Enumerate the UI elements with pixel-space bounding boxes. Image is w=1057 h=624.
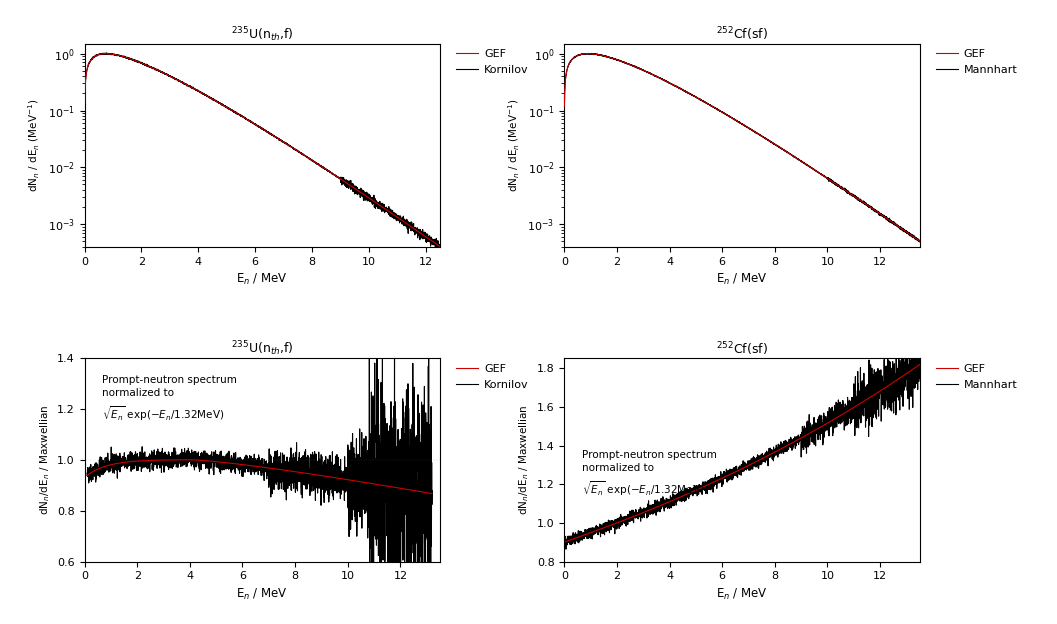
X-axis label: E$_{n}$ / MeV: E$_{n}$ / MeV <box>716 587 767 602</box>
Legend: GEF, Kornilov: GEF, Kornilov <box>457 49 528 75</box>
Y-axis label: dN$_{n}$ / dE$_{n}$ (MeV$^{-1}$): dN$_{n}$ / dE$_{n}$ (MeV$^{-1}$) <box>26 99 42 192</box>
Y-axis label: dN$_{n}$/dE$_{n}$ / Maxwellian: dN$_{n}$/dE$_{n}$ / Maxwellian <box>38 405 52 515</box>
Text: Prompt-neutron spectrum
normalized to
$\sqrt{E_n}$ exp($-E_n$/1.32MeV): Prompt-neutron spectrum normalized to $\… <box>103 375 237 422</box>
Legend: GEF, Kornilov: GEF, Kornilov <box>457 364 528 389</box>
X-axis label: E$_{n}$ / MeV: E$_{n}$ / MeV <box>716 272 767 287</box>
Y-axis label: dN$_{n}$ / dE$_{n}$ (MeV$^{-1}$): dN$_{n}$ / dE$_{n}$ (MeV$^{-1}$) <box>506 99 522 192</box>
Title: $^{235}$U(n$_{th}$,f): $^{235}$U(n$_{th}$,f) <box>230 340 294 359</box>
X-axis label: E$_{n}$ / MeV: E$_{n}$ / MeV <box>237 272 289 287</box>
Title: $^{252}$Cf(sf): $^{252}$Cf(sf) <box>716 26 767 43</box>
Legend: GEF, Mannhart: GEF, Mannhart <box>935 364 1017 389</box>
X-axis label: E$_{n}$ / MeV: E$_{n}$ / MeV <box>237 587 289 602</box>
Title: $^{235}$U(n$_{th}$,f): $^{235}$U(n$_{th}$,f) <box>230 25 294 44</box>
Legend: GEF, Mannhart: GEF, Mannhart <box>935 49 1017 75</box>
Y-axis label: dN$_{n}$/dE$_{n}$ / Maxwellian: dN$_{n}$/dE$_{n}$ / Maxwellian <box>518 405 532 515</box>
Text: Prompt-neutron spectrum
normalized to
$\sqrt{E_n}$ exp($-E_n$/1.32MeV): Prompt-neutron spectrum normalized to $\… <box>582 450 717 498</box>
Title: $^{252}$Cf(sf): $^{252}$Cf(sf) <box>716 341 767 358</box>
